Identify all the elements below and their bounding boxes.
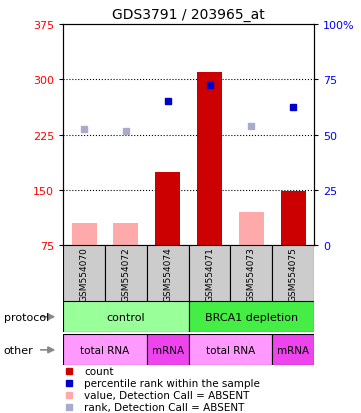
Bar [155,172,180,246]
Bar [105,246,147,301]
Title: GDS3791 / 203965_at: GDS3791 / 203965_at [112,8,265,22]
Bar [147,246,188,301]
Text: BRCA1 depletion: BRCA1 depletion [205,312,298,322]
Text: GSM554071: GSM554071 [205,246,214,301]
Text: GSM554072: GSM554072 [121,246,130,301]
Text: protocol: protocol [4,312,49,322]
Bar [63,335,147,366]
Bar [188,335,272,366]
Text: total RNA: total RNA [81,345,130,355]
Text: count: count [84,366,113,376]
Bar [63,301,188,332]
Text: total RNA: total RNA [206,345,255,355]
Bar [147,335,188,366]
Bar [63,246,105,301]
Text: GSM554070: GSM554070 [79,246,88,301]
Bar [113,224,139,246]
Text: value, Detection Call = ABSENT: value, Detection Call = ABSENT [84,390,249,400]
Text: rank, Detection Call = ABSENT: rank, Detection Call = ABSENT [84,402,244,412]
Bar [71,224,97,246]
Text: GSM554075: GSM554075 [289,246,298,301]
Text: mRNA: mRNA [277,345,309,355]
Text: percentile rank within the sample: percentile rank within the sample [84,378,260,388]
Text: GSM554073: GSM554073 [247,246,256,301]
Text: control: control [106,312,145,322]
Bar [188,246,230,301]
Bar [280,192,306,246]
Bar [230,246,272,301]
Bar [197,73,222,246]
Bar [239,213,264,246]
Bar [272,246,314,301]
Bar [188,301,314,332]
Text: mRNA: mRNA [152,345,184,355]
Text: other: other [4,345,33,355]
Bar [272,335,314,366]
Text: GSM554074: GSM554074 [163,246,172,301]
